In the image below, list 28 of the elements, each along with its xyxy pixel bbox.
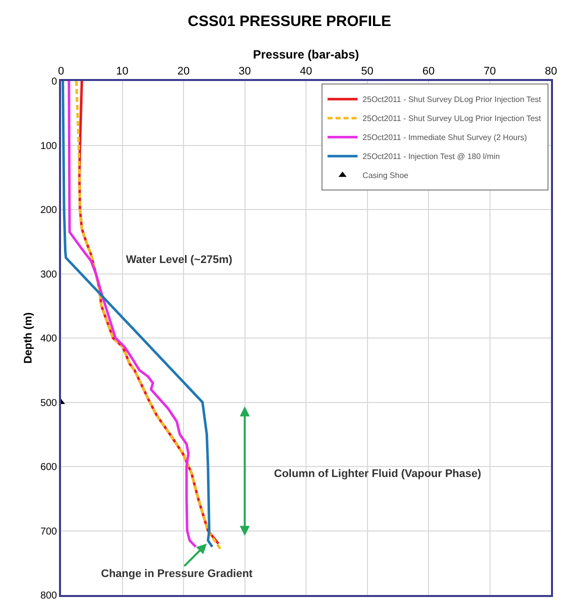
legend-label: 25Oct2011 - Injection Test @ 180 l/min [362,152,500,162]
y-tick-label: 400 [40,334,58,344]
x-tick-label: 80 [544,66,558,78]
y-tick-label: 200 [40,205,58,216]
y-axis-title: Depth (m) [22,312,34,364]
annotation: Change in Pressure Gradient [101,568,253,580]
x-tick-label: 30 [238,66,251,78]
legend-label: Casing Shoe [362,171,409,180]
y-tick-label: 300 [40,269,58,280]
x-tick-label: 40 [300,66,312,78]
x-tick-label: 20 [177,66,190,78]
y-tick-label: 0 [51,76,58,88]
x-tick-label: 60 [422,66,435,78]
legend-label: 25Oct2011 - Immediate Shut Survey (2 Hours) [362,133,528,142]
x-axis-title: Pressure (bar-abs) [252,47,360,62]
chart-title: CSS01 PRESSURE PROFILE [188,12,392,30]
y-tick-label: 500 [40,398,58,409]
y-tick-label: 800 [40,590,58,602]
annotation: Water Level (~275m) [126,254,233,266]
legend-label: 25Oct2011 - Shut Survey ULog Prior Injection Test [362,114,542,124]
legend-label: 25Oct2011 - Shut Survey DLog Prior Injection Test [362,95,542,104]
y-tick-label: 700 [40,526,58,538]
x-tick-label: 50 [361,66,374,78]
x-tick-label: 70 [484,66,496,78]
annotation: Column of Lighter Fluid (Vapour Phase) [274,468,482,480]
y-tick-label: 600 [40,462,58,473]
y-tick-label: 100 [40,140,58,152]
x-tick-label: 10 [116,66,128,78]
